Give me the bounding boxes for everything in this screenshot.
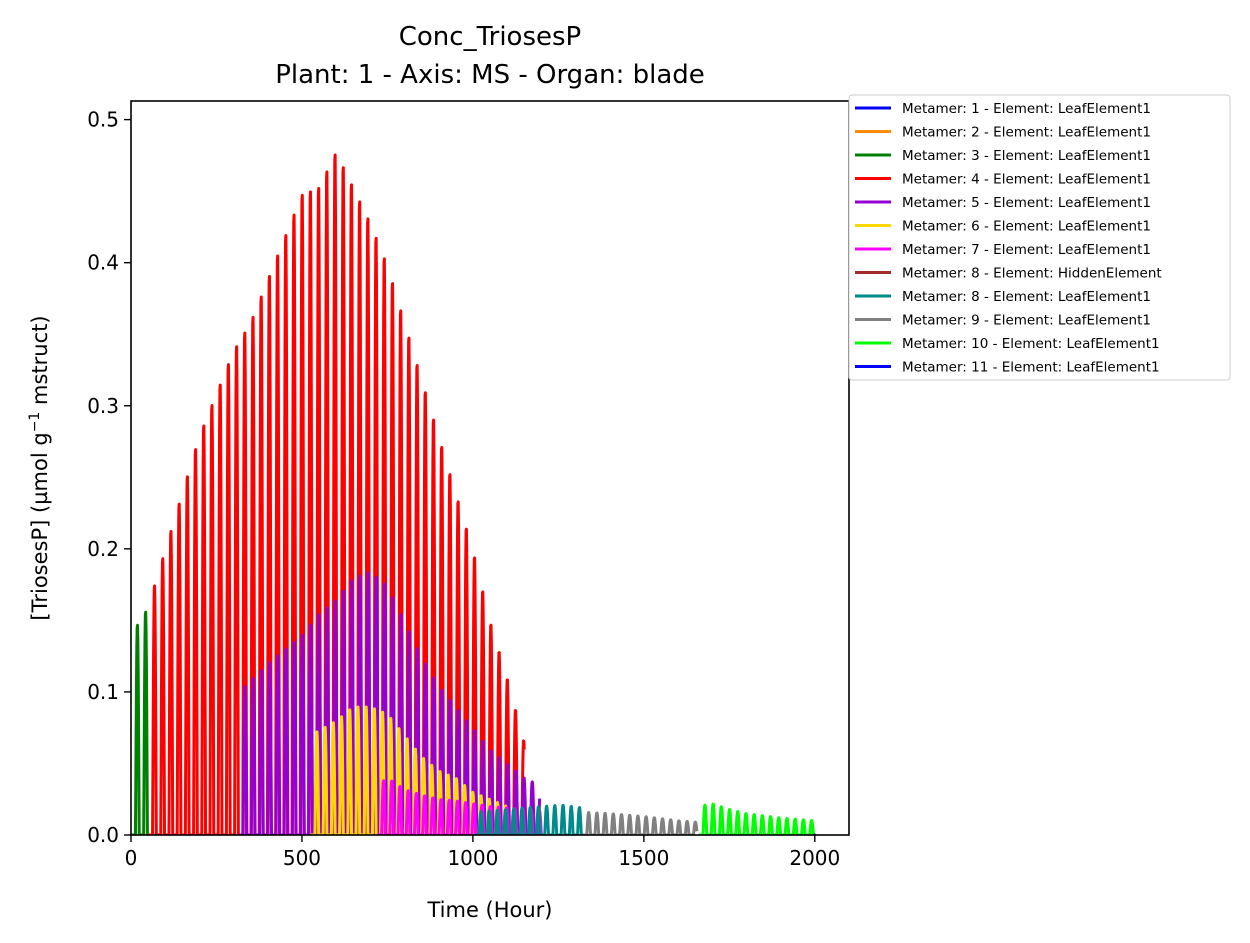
x-tick-label: 0: [125, 846, 138, 870]
plot-frame: [130, 100, 850, 836]
legend-entry: Metamer: 6 - Element: LeafElement1: [902, 219, 1151, 235]
series-line-4: [146, 153, 526, 835]
chart-title: Conc_TriosesP: [399, 22, 581, 52]
series-line-10: [581, 811, 699, 835]
series-line-11: [697, 802, 816, 835]
y-tick-label: 0.0: [87, 823, 119, 847]
legend-entry: Metamer: 5 - Element: LeafElement1: [902, 195, 1151, 211]
legend-entry: Metamer: 7 - Element: LeafElement1: [902, 242, 1151, 258]
legend-entry: Metamer: 3 - Element: LeafElement1: [902, 148, 1151, 164]
chart-subtitle: Plant: 1 - Axis: MS - Organ: blade: [275, 60, 705, 90]
legend-entry: Metamer: 8 - Element: LeafElement1: [902, 289, 1151, 305]
legend-entry: Metamer: 8 - Element: HiddenElement: [902, 266, 1162, 282]
legend-entry: Metamer: 9 - Element: LeafElement1: [902, 313, 1151, 329]
legend-items: Metamer: 1 - Element: LeafElement1 Metame…: [855, 101, 1162, 376]
y-tick-label: 0.2: [87, 537, 119, 561]
x-tick-label: 1000: [447, 846, 498, 870]
legend-entry: Metamer: 11 - Element: LeafElement1: [902, 360, 1160, 376]
y-axis-label-suffix: mstruct): [28, 315, 52, 411]
y-axis-label: [TriosesP] (µmol g−1 mstruct): [27, 315, 52, 620]
y-axis-label-exponent: −1: [27, 412, 43, 433]
x-tick-label: 1500: [618, 846, 669, 870]
y-tick-label: 0.4: [87, 251, 119, 275]
x-tick-label: 500: [283, 846, 321, 870]
x-tick-label: 2000: [789, 846, 840, 870]
y-tick-label: 0.3: [87, 394, 119, 418]
y-tick-label: 0.5: [87, 108, 119, 132]
series-layer: [131, 153, 817, 835]
y-tick-label: 0.1: [87, 680, 119, 704]
legend-frame: [848, 94, 1231, 381]
x-axis-label: Time (Hour): [426, 898, 552, 922]
legend-entry: Metamer: 2 - Element: LeafElement1: [902, 125, 1151, 141]
x-axis: 0 500 1000 1500 2000: [125, 835, 840, 870]
y-axis-label-prefix: [TriosesP] (µmol g: [28, 432, 52, 620]
series-line-6: [309, 705, 526, 835]
legend-entry: Metamer: 1 - Element: LeafElement1: [902, 101, 1151, 117]
legend-entry: Metamer: 10 - Element: LeafElement1: [902, 336, 1160, 352]
legend: Metamer: 1 - Element: LeafElement1 Metame…: [848, 94, 1231, 381]
series-line-9: [473, 803, 584, 835]
series-line-3: [131, 610, 149, 835]
legend-entry: Metamer: 4 - Element: LeafElement1: [902, 172, 1151, 188]
y-axis: 0.0 0.1 0.2 0.3 0.4 0.5: [87, 108, 131, 847]
plot-area: [131, 153, 817, 835]
